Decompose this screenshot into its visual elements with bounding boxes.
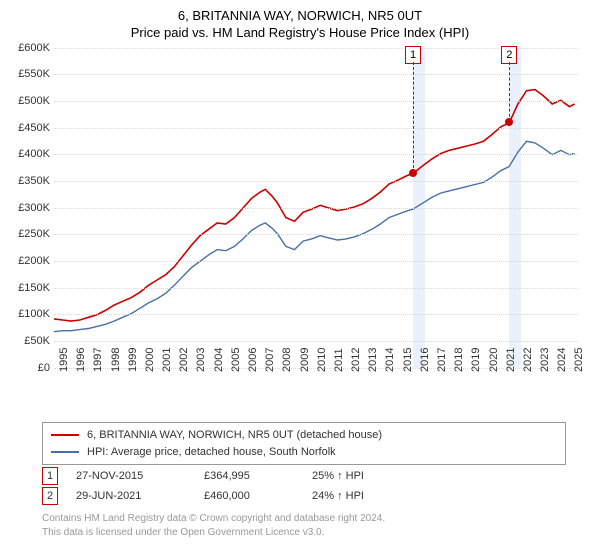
- legend-label-property: 6, BRITANNIA WAY, NORWICH, NR5 0UT (deta…: [87, 427, 382, 444]
- x-axis-label: 2002: [178, 347, 190, 371]
- y-axis-label: £550K: [18, 68, 50, 80]
- flag-drop-line: [413, 62, 414, 173]
- attribution: Contains HM Land Registry data © Crown c…: [42, 512, 566, 539]
- x-axis-label: 2025: [573, 347, 585, 371]
- x-axis-label: 2012: [350, 347, 362, 371]
- x-axis-label: 2011: [333, 348, 345, 372]
- x-axis-label: 2014: [384, 347, 396, 371]
- sales-flag-2: 2: [42, 487, 58, 505]
- x-axis-label: 1999: [127, 347, 139, 371]
- gridline: [54, 181, 578, 182]
- gridline: [54, 341, 578, 342]
- y-axis-label: £450K: [18, 122, 50, 134]
- x-axis-label: 2007: [264, 347, 276, 371]
- chart-title: 6, BRITANNIA WAY, NORWICH, NR5 0UT: [10, 8, 590, 25]
- y-axis-label: £500K: [18, 95, 50, 107]
- x-axis-label: 2000: [144, 347, 156, 371]
- x-axis-label: 2022: [522, 347, 534, 371]
- sales-diff-2: 24% ↑ HPI: [312, 490, 402, 502]
- gridline: [54, 234, 578, 235]
- legend-swatch-property: [51, 434, 79, 436]
- y-axis-label: £600K: [18, 42, 50, 54]
- series-line-property: [54, 89, 575, 321]
- legend-row-property: 6, BRITANNIA WAY, NORWICH, NR5 0UT (deta…: [51, 427, 557, 444]
- y-axis-label: £150K: [18, 282, 50, 294]
- sales-row-2: 2 29-JUN-2021 £460,000 24% ↑ HPI: [42, 486, 566, 506]
- sales-price-1: £364,995: [204, 470, 294, 482]
- sales-date-1: 27-NOV-2015: [76, 470, 186, 482]
- sales-diff-1: 25% ↑ HPI: [312, 470, 402, 482]
- gridline: [54, 314, 578, 315]
- x-axis-label: 2017: [436, 347, 448, 371]
- sales-table: 1 27-NOV-2015 £364,995 25% ↑ HPI 2 29-JU…: [42, 466, 566, 506]
- x-axis-label: 2005: [230, 347, 242, 371]
- sales-row-1: 1 27-NOV-2015 £364,995 25% ↑ HPI: [42, 466, 566, 486]
- x-axis-label: 2004: [213, 347, 225, 371]
- x-axis-label: 2006: [247, 347, 259, 371]
- x-axis-label: 2016: [419, 347, 431, 371]
- sales-price-2: £460,000: [204, 490, 294, 502]
- gridline: [54, 48, 578, 49]
- sale-marker: [505, 118, 513, 126]
- plot-region: 12: [54, 48, 578, 368]
- y-axis-label: £200K: [18, 255, 50, 267]
- y-axis-label: £400K: [18, 148, 50, 160]
- x-axis-label: 2021: [505, 347, 517, 371]
- y-axis-label: £300K: [18, 202, 50, 214]
- y-axis-label: £250K: [18, 228, 50, 240]
- gridline: [54, 288, 578, 289]
- x-axis-label: 2024: [556, 347, 568, 371]
- x-axis-label: 1997: [92, 347, 104, 371]
- attribution-line-1: Contains HM Land Registry data © Crown c…: [42, 512, 566, 526]
- sales-flag-1: 1: [42, 467, 58, 485]
- flag-drop-line: [509, 62, 510, 123]
- x-axis-label: 2018: [453, 347, 465, 371]
- legend-swatch-hpi: [51, 451, 79, 453]
- x-axis-label: 1996: [75, 347, 87, 371]
- x-axis-label: 2013: [367, 347, 379, 371]
- y-axis-label: £50K: [24, 335, 50, 347]
- chart-area: 12 £0 £50K £100K £150K £200K £250K £300K £350K £…: [12, 48, 584, 418]
- x-axis-label: 1998: [110, 347, 122, 371]
- gridline: [54, 128, 578, 129]
- y-axis-label: £100K: [18, 308, 50, 320]
- x-axis-label: 2003: [195, 347, 207, 371]
- y-axis-label: £0: [38, 362, 50, 374]
- legend-row-hpi: HPI: Average price, detached house, Sout…: [51, 444, 557, 461]
- x-axis-label: 2023: [539, 347, 551, 371]
- chart-subtitle: Price paid vs. HM Land Registry's House …: [10, 25, 590, 42]
- gridline: [54, 261, 578, 262]
- gridline: [54, 101, 578, 102]
- gridline: [54, 74, 578, 75]
- x-axis-label: 2001: [161, 347, 173, 371]
- x-axis-label: 2010: [316, 347, 328, 371]
- series-line-hpi: [54, 141, 575, 331]
- gridline: [54, 208, 578, 209]
- legend-label-hpi: HPI: Average price, detached house, Sout…: [87, 444, 336, 461]
- chart-container: 6, BRITANNIA WAY, NORWICH, NR5 0UT Price…: [0, 0, 600, 560]
- sale-marker: [409, 169, 417, 177]
- x-axis-label: 2019: [470, 347, 482, 371]
- x-axis-label: 2020: [488, 347, 500, 371]
- x-axis-label: 1995: [58, 347, 70, 371]
- legend-box: 6, BRITANNIA WAY, NORWICH, NR5 0UT (deta…: [42, 422, 566, 465]
- x-axis-label: 2009: [299, 347, 311, 371]
- x-axis-label: 2008: [281, 347, 293, 371]
- x-axis-label: 2015: [402, 347, 414, 371]
- sales-date-2: 29-JUN-2021: [76, 490, 186, 502]
- attribution-line-2: This data is licensed under the Open Gov…: [42, 526, 566, 540]
- y-axis-label: £350K: [18, 175, 50, 187]
- gridline: [54, 154, 578, 155]
